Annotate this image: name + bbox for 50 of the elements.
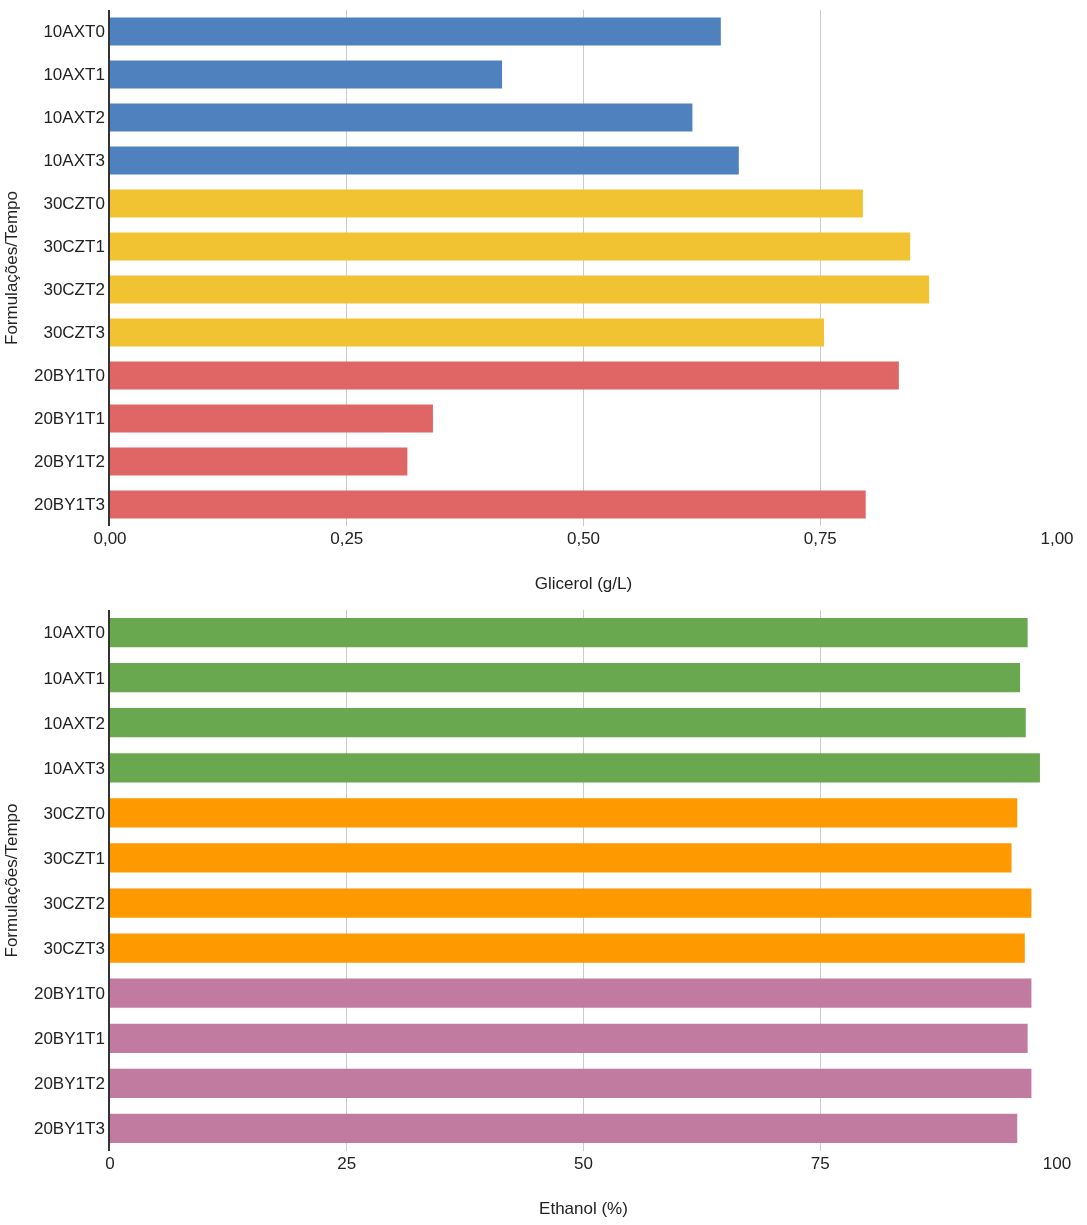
y-tick-label: 20BY1T2	[33, 452, 105, 472]
bar	[110, 275, 930, 304]
y-tick-label: 10AXT0	[43, 623, 105, 643]
y-axis-title: Formulações/Tempo	[2, 803, 22, 958]
y-tick-label: 20BY1T3	[33, 495, 105, 515]
y-tick-label: 20BY1T1	[33, 1029, 105, 1049]
bar	[110, 17, 721, 46]
x-axis-title: Ethanol (%)	[539, 1199, 628, 1219]
y-tick-label: 30CZT3	[43, 323, 105, 343]
bar	[110, 146, 739, 175]
bar	[110, 103, 693, 132]
bar	[110, 361, 899, 390]
y-axis-title: Formulações/Tempo	[2, 190, 22, 346]
y-tick-label: 30CZT1	[43, 237, 105, 257]
x-tick-label: 0,25	[330, 529, 364, 548]
x-tick-label: 0,75	[803, 529, 837, 548]
y-tick-label: 10AXT0	[43, 22, 105, 42]
x-tick-label: 1,00	[1040, 529, 1074, 548]
bar	[110, 232, 911, 261]
x-tick-label: 25	[337, 1154, 357, 1173]
bar	[110, 60, 503, 89]
x-tick-label: 100	[1042, 1154, 1072, 1173]
bar	[110, 189, 863, 218]
y-tick-label: 20BY1T0	[33, 366, 105, 386]
x-tick-label: 0,00	[93, 529, 127, 548]
x-tick-label: 0	[105, 1154, 115, 1173]
y-tick-label: 30CZT0	[43, 803, 105, 823]
y-tick-label: 10AXT3	[43, 758, 105, 778]
y-tick-label: 10AXT1	[43, 65, 105, 85]
y-tick-label: 30CZT1	[43, 848, 105, 868]
y-tick-label: 10AXT3	[43, 151, 105, 171]
y-tick-label: 30CZT0	[43, 194, 105, 214]
x-tick-label: 75	[810, 1154, 830, 1173]
y-tick-label: 20BY1T1	[33, 409, 105, 429]
x-tick-label: 0,50	[566, 529, 601, 548]
y-tick-label: 30CZT2	[43, 280, 105, 300]
y-tick-label: 10AXT2	[43, 713, 105, 733]
bar	[110, 404, 433, 433]
y-tick-label: 30CZT2	[43, 893, 105, 913]
y-tick-label: 20BY1T3	[33, 1119, 105, 1139]
x-tick-label: 50	[574, 1154, 593, 1173]
bar	[110, 490, 866, 519]
x-axis-title: Glicerol (g/L)	[534, 574, 633, 594]
y-tick-label: 10AXT1	[43, 668, 105, 688]
y-tick-label: 30CZT3	[43, 939, 105, 959]
y-tick-label: 20BY1T2	[33, 1074, 105, 1094]
bar	[110, 447, 408, 476]
bar	[110, 318, 825, 347]
y-tick-label: 10AXT2	[43, 108, 105, 128]
y-tick-label: 20BY1T0	[33, 984, 105, 1004]
